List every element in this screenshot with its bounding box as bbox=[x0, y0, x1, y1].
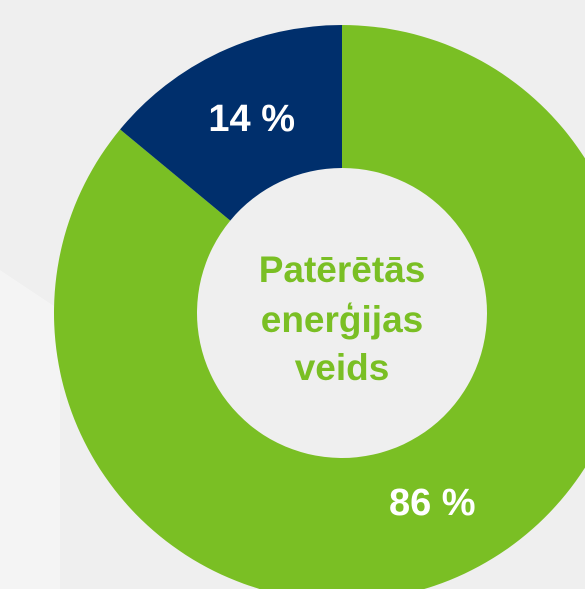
donut-segment bbox=[120, 25, 342, 221]
value-label: 86 % bbox=[389, 482, 476, 524]
donut-segment bbox=[54, 25, 585, 589]
center-label: enerģijas bbox=[261, 299, 423, 340]
value-label: 14 % bbox=[208, 98, 295, 140]
center-label: veids bbox=[295, 347, 390, 388]
donut bbox=[54, 25, 585, 589]
background-shape bbox=[0, 270, 60, 589]
center-label: Patērētās bbox=[259, 249, 426, 290]
